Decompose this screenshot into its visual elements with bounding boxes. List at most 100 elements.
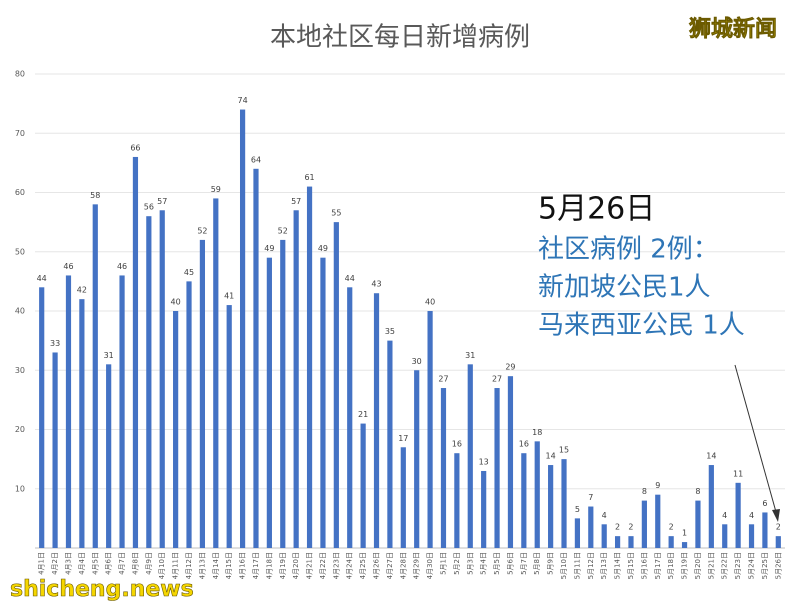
- data-label: 15: [559, 446, 569, 455]
- bar: [266, 257, 272, 548]
- y-tick-label: 50: [15, 247, 25, 256]
- data-label: 49: [264, 244, 274, 253]
- x-tick-label: 5月6日: [506, 552, 514, 575]
- x-tick-label: 5月19日: [681, 552, 689, 579]
- annotation: 马来西亚公民 1人: [538, 311, 745, 341]
- bar: [507, 376, 514, 548]
- x-tick-label: 4月10日: [158, 552, 166, 579]
- bar: [186, 281, 192, 548]
- y-tick-label: 40: [15, 307, 25, 316]
- x-tick-label: 4月27日: [386, 552, 394, 579]
- x-tick-label: 4月24日: [346, 552, 354, 579]
- data-label: 52: [197, 226, 207, 235]
- data-label: 35: [385, 327, 395, 336]
- data-label: 11: [733, 469, 743, 478]
- x-tick-label: 4月17日: [252, 552, 260, 579]
- bar: [253, 168, 259, 549]
- bar: [293, 210, 299, 548]
- data-label: 2: [669, 523, 674, 532]
- x-tick-label: 5月24日: [748, 552, 756, 579]
- x-tick-label: 4月26日: [373, 552, 381, 579]
- data-label: 5: [575, 505, 580, 514]
- bar: [347, 287, 353, 548]
- bar: [494, 388, 500, 548]
- data-label: 41: [224, 292, 234, 301]
- x-tick-label: 4月29日: [413, 552, 421, 579]
- bar: [199, 239, 206, 548]
- x-tick-label: 4月20日: [292, 552, 300, 579]
- x-tick-label: 5月20日: [694, 552, 702, 579]
- data-label: 40: [425, 298, 435, 307]
- data-label: 6: [762, 499, 767, 508]
- bar: [762, 512, 768, 548]
- data-label: 61: [304, 173, 314, 182]
- data-label: 52: [278, 226, 288, 235]
- bar: [65, 275, 72, 548]
- data-label: 44: [345, 274, 355, 283]
- bar: [628, 536, 634, 548]
- bar: [400, 447, 406, 548]
- bar: [601, 524, 607, 548]
- bar: [333, 222, 339, 548]
- data-label: 59: [211, 185, 221, 194]
- x-tick-label: 4月22日: [319, 552, 327, 579]
- y-tick-label: 30: [15, 366, 25, 375]
- x-tick-label: 4月6日: [105, 552, 113, 575]
- bar: [521, 453, 527, 548]
- data-label: 21: [358, 410, 368, 419]
- data-label: 55: [331, 209, 341, 218]
- x-tick-label: 5月23日: [734, 552, 742, 579]
- x-tick-label: 5月9日: [547, 552, 555, 575]
- x-tick-label: 4月1日: [38, 552, 46, 575]
- bar: [440, 388, 447, 548]
- x-tick-label: 5月5日: [493, 552, 501, 575]
- bar: [775, 536, 781, 548]
- data-label: 18: [532, 428, 542, 437]
- x-tick-label: 5月26日: [774, 552, 782, 579]
- data-label: 8: [695, 487, 700, 496]
- bar: [320, 257, 326, 548]
- bar: [748, 524, 755, 548]
- x-tick-label: 5月4日: [480, 552, 488, 575]
- data-label: 46: [63, 262, 73, 271]
- data-label: 42: [77, 286, 87, 295]
- y-tick-label: 80: [15, 70, 25, 79]
- bar: [561, 459, 567, 548]
- data-label: 1: [682, 529, 687, 538]
- data-label: 16: [519, 440, 529, 449]
- data-label: 17: [398, 434, 408, 443]
- bar: [39, 287, 45, 548]
- x-tick-label: 4月8日: [131, 552, 139, 575]
- x-tick-label: 4月21日: [306, 552, 314, 579]
- x-tick-label: 4月16日: [239, 552, 247, 579]
- data-label: 45: [184, 268, 194, 277]
- x-tick-label: 5月15日: [627, 552, 635, 579]
- x-tick-label: 5月21日: [707, 552, 715, 579]
- x-tick-label: 4月2日: [51, 552, 59, 575]
- x-tick-label: 5月14日: [614, 552, 622, 579]
- x-tick-label: 5月22日: [721, 552, 729, 579]
- data-label: 9: [655, 481, 660, 490]
- x-tick-label: 4月23日: [332, 552, 340, 579]
- data-label: 27: [492, 375, 502, 384]
- bar: [106, 364, 112, 548]
- x-tick-label: 5月12日: [587, 552, 595, 579]
- bar: [119, 275, 125, 548]
- x-tick-label: 5月10日: [560, 552, 568, 579]
- data-label: 56: [144, 203, 154, 212]
- data-label: 43: [371, 280, 381, 289]
- x-tick-label: 4月7日: [118, 552, 126, 575]
- x-tick-label: 4月9日: [145, 552, 153, 575]
- x-tick-label: 5月17日: [654, 552, 662, 579]
- bar: [655, 494, 661, 548]
- data-label: 2: [615, 523, 620, 532]
- bar: [548, 465, 554, 548]
- data-label: 57: [291, 197, 301, 206]
- bar: [306, 186, 313, 548]
- bar: [641, 500, 647, 548]
- x-tick-label: 4月28日: [399, 552, 407, 579]
- bar: [373, 293, 380, 548]
- data-label: 49: [318, 244, 328, 253]
- data-label: 46: [117, 262, 127, 271]
